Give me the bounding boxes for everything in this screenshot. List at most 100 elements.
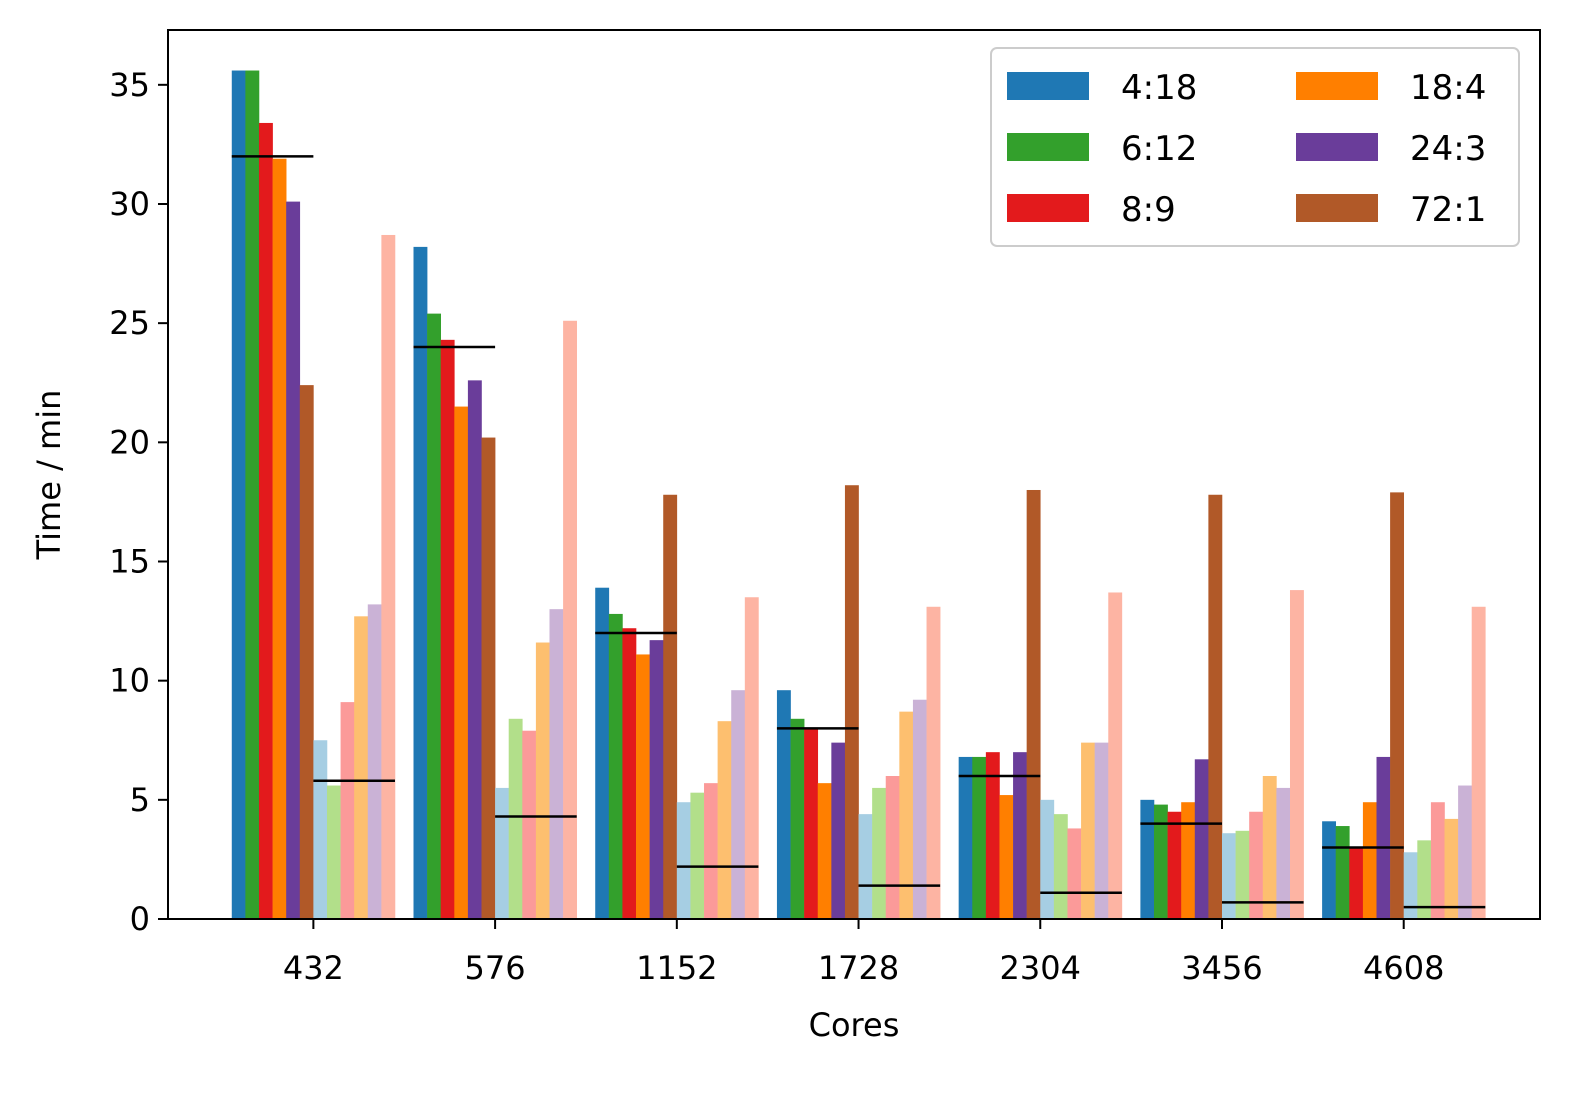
bar: [549, 609, 564, 919]
x-tick-label: 1152: [636, 949, 717, 987]
bar: [1094, 742, 1109, 919]
bar: [495, 787, 509, 919]
bar: [844, 485, 859, 919]
bar: [1181, 802, 1196, 919]
bar: [1013, 752, 1027, 919]
bar: [1390, 492, 1405, 919]
bar: [440, 339, 455, 920]
x-axis-label: Cores: [809, 1006, 900, 1044]
bar: [1108, 592, 1123, 919]
bar: [1458, 785, 1473, 919]
bar: [413, 246, 428, 920]
legend-entry-label: 72:1: [1410, 190, 1486, 230]
legend-swatch: [1296, 133, 1378, 161]
bar: [340, 702, 355, 919]
bar: [1067, 828, 1082, 919]
bar: [958, 756, 973, 919]
bar: [731, 690, 746, 919]
reference-lines-layer: [231, 155, 1486, 909]
bar: [1053, 814, 1068, 919]
x-tick-label: 3456: [1181, 949, 1262, 987]
bar: [381, 234, 396, 919]
bar: [1276, 787, 1291, 919]
bar: [535, 642, 550, 919]
bar: [1249, 811, 1264, 919]
bar: [1335, 826, 1350, 919]
bar: [1167, 811, 1182, 919]
bar: [595, 587, 610, 919]
bar: [858, 814, 873, 919]
legend-entry-label: 18:4: [1410, 68, 1486, 108]
bar: [1430, 802, 1445, 919]
x-tick-label: 2304: [1000, 949, 1081, 987]
legend-swatch: [1296, 72, 1378, 100]
bar: [1362, 802, 1377, 919]
bar: [286, 201, 301, 919]
y-tick-label: 15: [109, 542, 150, 580]
bar: [1349, 847, 1364, 919]
bar: [1221, 833, 1236, 919]
legend-swatch: [1296, 194, 1378, 222]
bar: [1153, 804, 1168, 919]
y-tick-label: 5: [130, 781, 150, 819]
y-axis-label: Time / min: [30, 390, 68, 561]
bar: [1376, 756, 1391, 919]
bar: [1417, 840, 1432, 919]
x-tick-label: 576: [465, 949, 526, 987]
bar: [1403, 852, 1418, 919]
bar: [872, 787, 887, 919]
bar: [1140, 799, 1155, 919]
bar: [999, 795, 1014, 919]
bar: [717, 721, 732, 919]
bar: [245, 70, 260, 919]
bar: [1208, 494, 1223, 919]
bar: [481, 437, 496, 919]
bar: [704, 783, 718, 919]
bar: [354, 616, 369, 919]
plot-frame: [167, 29, 1541, 920]
legend-entry-label: 8:9: [1121, 190, 1176, 230]
bar: [690, 792, 705, 919]
bar: [313, 740, 328, 919]
legend-swatch: [1007, 133, 1089, 161]
legend-box: [990, 47, 1520, 247]
x-tick-label: 1728: [818, 949, 899, 987]
y-tick-label: 25: [109, 304, 150, 342]
y-tick-label: 10: [109, 662, 150, 700]
bar: [522, 730, 537, 919]
bar: [804, 728, 819, 919]
bar: [831, 742, 846, 919]
bar: [1289, 590, 1304, 919]
bar: [1081, 742, 1095, 919]
y-tick-label: 20: [109, 423, 150, 461]
bar: [1194, 759, 1209, 919]
bar: [427, 313, 441, 920]
bar: [608, 613, 623, 919]
x-tick-label: 4608: [1363, 949, 1444, 987]
legend-entry-label: 4:18: [1121, 68, 1197, 108]
bar: [258, 122, 273, 920]
bar: [663, 494, 678, 919]
bar: [1026, 489, 1041, 919]
bar: [367, 604, 382, 919]
bars-layer: [231, 70, 1486, 920]
bar: [636, 654, 650, 919]
bar: [649, 640, 664, 919]
bar: [926, 606, 941, 919]
legend: 4:18 6:12 8:9 18:4 24:3 72:1: [990, 47, 1520, 247]
y-axis: 0 5 10 15 20 25 30 35: [109, 66, 168, 938]
bar: [1262, 775, 1277, 919]
bar: [231, 70, 246, 919]
bar: [299, 385, 314, 920]
x-tick-label: 432: [283, 949, 344, 987]
bar: [899, 711, 914, 919]
bar: [972, 756, 987, 919]
y-tick-label: 0: [130, 900, 150, 938]
legend-swatch: [1007, 72, 1089, 100]
legend-entry-label: 24:3: [1410, 129, 1486, 169]
bar: [817, 783, 832, 919]
bar: [885, 775, 900, 919]
bar: [676, 802, 691, 919]
bar: [563, 320, 577, 920]
